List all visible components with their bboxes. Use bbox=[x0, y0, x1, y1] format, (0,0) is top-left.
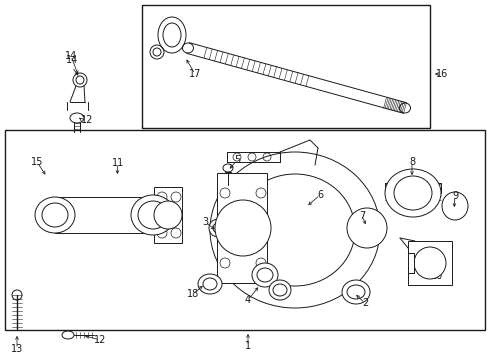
Ellipse shape bbox=[269, 280, 291, 300]
Ellipse shape bbox=[252, 263, 278, 287]
Bar bbox=[408, 253, 414, 273]
Text: 11: 11 bbox=[112, 158, 124, 168]
Text: 4: 4 bbox=[245, 295, 251, 305]
Bar bbox=[5, 130, 485, 330]
Text: 5: 5 bbox=[234, 155, 240, 165]
Ellipse shape bbox=[35, 197, 75, 233]
Text: 12: 12 bbox=[94, 335, 106, 345]
Ellipse shape bbox=[414, 247, 446, 279]
Ellipse shape bbox=[138, 201, 168, 229]
Text: 3: 3 bbox=[202, 217, 208, 227]
Ellipse shape bbox=[154, 201, 182, 229]
Text: 14: 14 bbox=[65, 51, 77, 61]
Text: 10: 10 bbox=[431, 271, 443, 281]
Text: 16: 16 bbox=[436, 69, 448, 79]
Text: 2: 2 bbox=[362, 298, 368, 308]
Ellipse shape bbox=[385, 169, 441, 217]
Text: 8: 8 bbox=[409, 157, 415, 167]
Bar bbox=[142, 5, 430, 128]
Ellipse shape bbox=[198, 274, 222, 294]
Text: 7: 7 bbox=[359, 211, 365, 221]
Text: 13: 13 bbox=[11, 344, 23, 354]
Text: 14: 14 bbox=[66, 55, 78, 65]
Ellipse shape bbox=[131, 195, 175, 235]
Bar bbox=[217, 173, 267, 283]
Text: 9: 9 bbox=[452, 191, 458, 201]
Ellipse shape bbox=[394, 176, 432, 210]
Ellipse shape bbox=[42, 203, 68, 227]
Ellipse shape bbox=[442, 192, 468, 220]
Text: 1: 1 bbox=[245, 341, 251, 351]
Text: 6: 6 bbox=[317, 190, 323, 200]
Text: 18: 18 bbox=[187, 289, 199, 299]
Text: 17: 17 bbox=[189, 69, 201, 79]
Ellipse shape bbox=[209, 219, 227, 237]
Ellipse shape bbox=[215, 200, 271, 256]
Ellipse shape bbox=[342, 280, 370, 304]
Bar bbox=[154, 187, 182, 243]
Text: 15: 15 bbox=[31, 157, 43, 167]
Text: 12: 12 bbox=[81, 115, 93, 125]
Bar bbox=[408, 241, 452, 285]
Ellipse shape bbox=[347, 208, 387, 248]
